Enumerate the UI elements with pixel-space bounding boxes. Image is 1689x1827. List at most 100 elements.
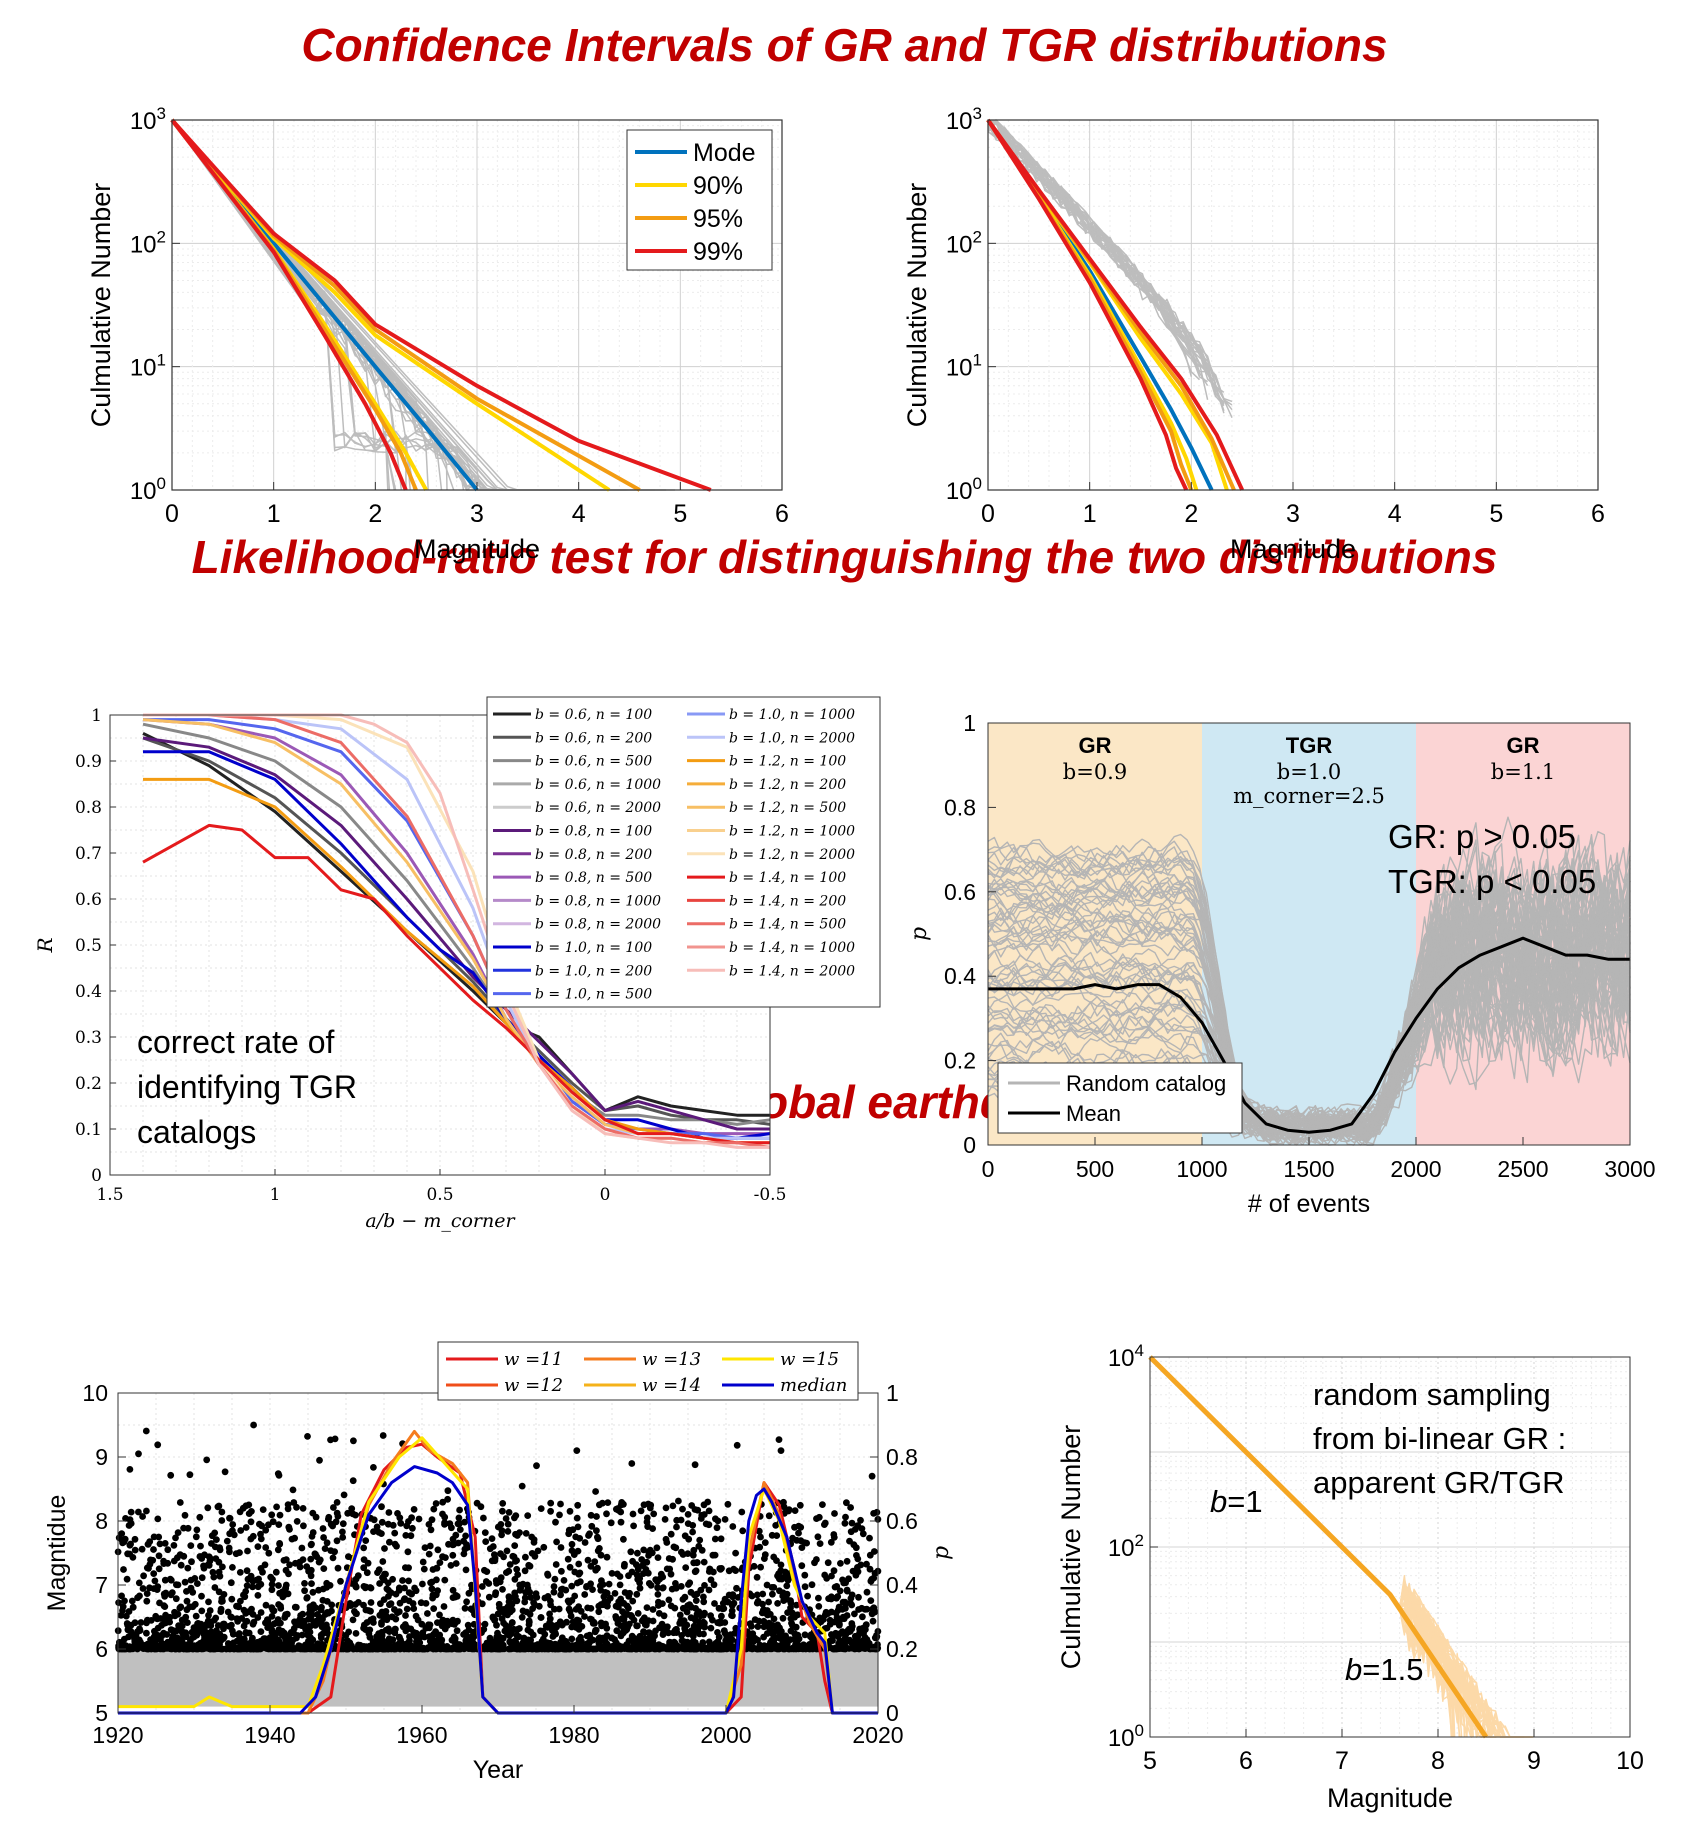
event-dot [793,1601,800,1609]
event-dot [410,1605,418,1612]
event-dot [428,1578,436,1586]
event-dot [665,1555,673,1562]
legend-label: b = 1.2, n = 100 [729,754,846,770]
event-dot [514,1571,522,1578]
event-dot [285,1523,293,1531]
event-dot [508,1606,516,1614]
legend-label: b = 1.2, n = 1000 [729,824,855,840]
event-dot [868,1605,876,1613]
event-dot [518,1613,526,1621]
event-dot [754,1597,762,1605]
event-dot [777,1447,785,1454]
event-dot [275,1521,283,1528]
event-dot [416,1639,424,1647]
event-dot [405,1589,413,1596]
event-dot [628,1460,636,1467]
event-dot [237,1597,244,1605]
event-dot [247,1518,255,1526]
event-dot [180,1633,188,1640]
event-dot [596,1582,604,1590]
x-tick-label: 2500 [1497,1156,1548,1182]
event-dot [697,1612,705,1620]
event-dot [793,1645,801,1652]
event-dot [161,1576,169,1584]
event-dot [240,1606,248,1614]
event-dot [547,1507,554,1515]
event-dot [695,1618,703,1625]
event-dot [524,1636,532,1644]
event-dot [226,1514,233,1522]
event-dot [216,1572,224,1580]
event-dot [453,1645,461,1653]
event-dot [155,1565,163,1573]
event-dot [778,1575,786,1583]
event-dot [617,1501,625,1509]
event-dot [193,1629,201,1637]
event-dot [691,1506,699,1513]
event-dot [851,1638,859,1645]
event-dot [209,1568,217,1576]
event-dot [339,1528,346,1536]
event-dot [162,1619,170,1627]
event-dot [581,1539,589,1546]
event-dot [858,1525,866,1532]
event-dot [531,1552,539,1560]
event-dot [279,1627,286,1635]
series-line [986,118,1189,491]
event-dot [370,1464,377,1471]
event-dot [399,1623,407,1631]
legend-label: b = 1.2, n = 2000 [729,847,855,863]
event-dot [272,1568,280,1576]
event-dot [221,1468,229,1476]
event-dot [629,1510,637,1518]
event-dot [505,1509,513,1516]
event-dot [395,1640,403,1648]
event-dot [859,1530,867,1538]
event-dot [320,1534,327,1541]
event-dot [428,1638,436,1645]
event-dot [449,1586,457,1594]
event-dot [592,1566,600,1574]
event-dot [207,1622,215,1629]
event-dot [603,1640,611,1648]
event-dot [334,1564,342,1572]
event-dot [121,1597,128,1605]
event-dot [757,1563,764,1571]
event-dot [611,1590,619,1597]
y-tick-label: 0.4 [944,963,976,989]
event-dot [187,1542,195,1549]
event-dot [240,1622,248,1630]
event-dot [643,1518,651,1526]
x-tick-label: 5 [1489,500,1503,528]
event-dot [730,1599,738,1607]
event-dot [316,1556,324,1564]
y-tick-label: 0.1 [75,1120,102,1140]
event-dot [836,1630,844,1638]
event-dot [217,1608,225,1615]
y-axis-label: Magntidue [43,1495,71,1612]
event-dot [211,1543,219,1551]
event-dot [269,1576,276,1583]
event-dot [521,1594,529,1602]
event-dot [649,1606,657,1613]
event-dot [814,1533,822,1541]
event-dot [851,1645,859,1653]
event-dot [662,1504,670,1512]
event-dot [527,1594,535,1601]
event-dot [311,1622,319,1629]
event-dot [636,1579,643,1587]
event-dot [617,1518,625,1526]
event-dot [440,1603,448,1610]
y2-tick-label: 0.6 [886,1508,918,1534]
event-dot [707,1624,715,1632]
event-dot [560,1577,568,1584]
event-dot [301,1580,308,1587]
event-dot [304,1631,311,1639]
event-dot [491,1617,498,1624]
event-dot [707,1612,714,1620]
event-dot [834,1593,842,1600]
event-dot [162,1589,170,1597]
event-dot [303,1594,311,1601]
event-dot [755,1527,763,1535]
event-dot [364,1559,372,1567]
